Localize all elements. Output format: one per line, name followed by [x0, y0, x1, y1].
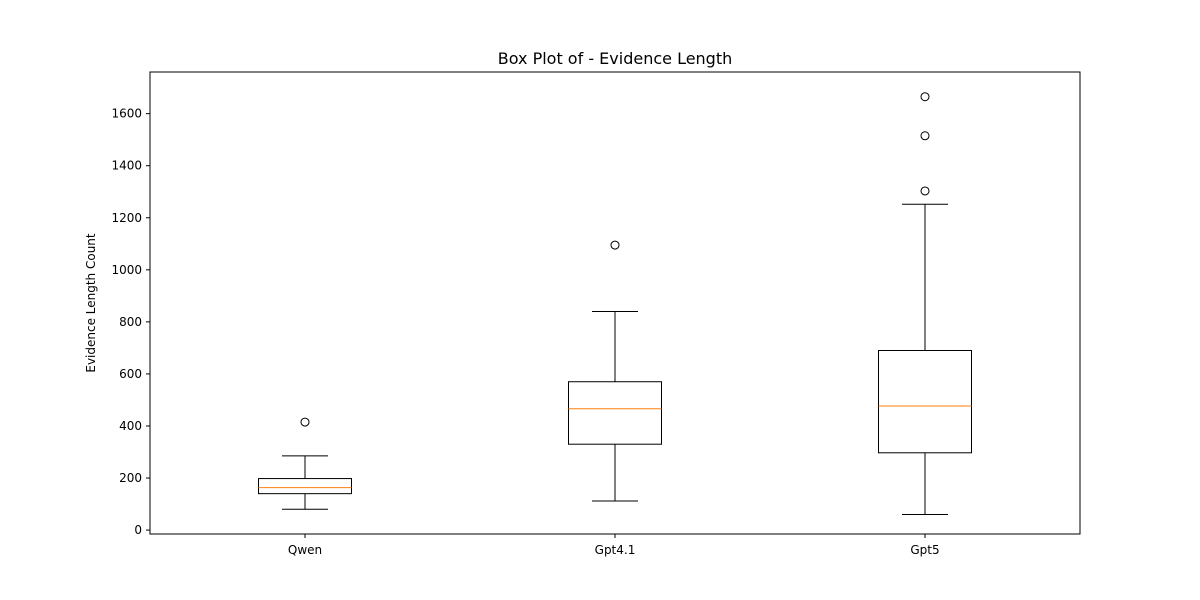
- x-tick-label: Qwen: [288, 543, 322, 557]
- chart-title: Box Plot of - Evidence Length: [498, 49, 733, 68]
- y-tick-label: 1000: [111, 263, 142, 277]
- y-tick-label: 0: [134, 523, 142, 537]
- y-tick-label: 600: [119, 367, 142, 381]
- box-qwen: [258, 417, 352, 510]
- box-iqr: [878, 350, 972, 454]
- outlier-point: [610, 240, 620, 250]
- y-tick-label: 800: [119, 315, 142, 329]
- y-tick-label: 200: [119, 471, 142, 485]
- x-tick-label: Gpt5: [910, 543, 939, 557]
- y-tick-label: 1200: [111, 211, 142, 225]
- box-iqr: [258, 478, 352, 495]
- box-gpt5: [878, 92, 972, 515]
- x-axis: Qwen Gpt4.1 Gpt5: [288, 534, 940, 557]
- y-axis: 0 200 400 600 800 1000 1200 1400 1600: [111, 107, 150, 537]
- outlier-point: [300, 417, 310, 427]
- plot-area-frame: [149, 71, 1081, 535]
- y-tick-label: 1600: [111, 107, 142, 121]
- x-tick-label: Gpt4.1: [595, 543, 636, 557]
- y-tick-label: 400: [119, 419, 142, 433]
- boxes-layer: [258, 92, 972, 515]
- outlier-point: [920, 92, 930, 102]
- outlier-point: [920, 131, 930, 141]
- outlier-point: [920, 186, 930, 196]
- box-gpt4-1: [568, 240, 662, 502]
- y-tick-label: 1400: [111, 159, 142, 173]
- box-iqr: [568, 381, 662, 445]
- y-axis-label: Evidence Length Count: [84, 233, 98, 373]
